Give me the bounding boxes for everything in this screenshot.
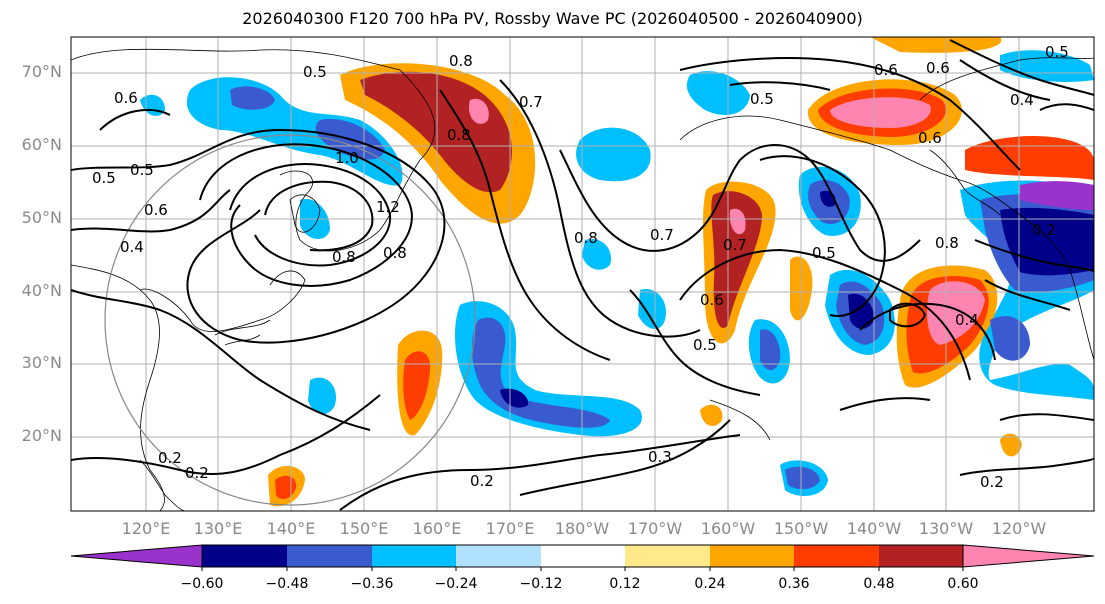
colorbar-tick: 0.48 — [863, 576, 895, 592]
colorbar-max-extend — [962, 544, 1095, 568]
colorbar-swatch — [879, 545, 963, 567]
contour-label: 0.6 — [918, 129, 942, 147]
contour-label: 0.2 — [980, 473, 1004, 491]
contour-label: 0.8 — [332, 248, 356, 266]
contour-label: 0.6 — [926, 59, 950, 77]
contour-label: 0.8 — [935, 234, 959, 252]
contour-label: 0.6 — [700, 291, 724, 309]
contour-label: 0.5 — [812, 244, 836, 262]
colorbar-swatch — [372, 545, 456, 567]
contour-label: 0.6 — [874, 61, 898, 79]
contour-label: 0.8 — [449, 52, 473, 70]
contour-label: 0.8 — [574, 229, 598, 247]
contour-label: 0.5 — [130, 161, 154, 179]
map-title: 2026040300 F120 700 hPa PV, Rossby Wave … — [242, 9, 863, 28]
lon-label: 180°W — [554, 519, 610, 538]
lon-label: 160°W — [700, 519, 756, 538]
contour-label: 0.6 — [144, 201, 168, 219]
contour-label: 0.2 — [158, 449, 182, 467]
negative-anomaly-field — [140, 50, 1094, 496]
contour-label: 0.8 — [447, 126, 471, 144]
contour-label: 0.5 — [750, 90, 774, 108]
lat-lon-grid — [71, 37, 1094, 511]
lat-label: 60°N — [21, 135, 62, 154]
contour-label: 0.7 — [519, 93, 543, 111]
colorbar-swatch — [625, 545, 710, 567]
contour-label: 0.6 — [114, 89, 138, 107]
contour-label: 0.5 — [92, 169, 116, 187]
contour-labels: 0.8 0.6 0.5 0.5 0.5 0.6 1.0 1.2 0.8 0.4 … — [92, 43, 1069, 491]
contour-label: 0.2 — [1032, 221, 1056, 239]
colorbar-tick: −0.12 — [519, 576, 563, 592]
lat-label: 20°N — [21, 426, 62, 445]
lon-label: 120°E — [121, 519, 171, 538]
colorbar-tick: −0.36 — [350, 576, 394, 592]
contour-label: 0.4 — [1010, 91, 1034, 109]
lon-label: 150°E — [339, 519, 389, 538]
lat-label: 50°N — [21, 208, 62, 227]
pv-contours — [71, 39, 1094, 511]
lon-label: 130°W — [918, 519, 974, 538]
colorbar-swatch — [287, 545, 372, 567]
contour-label: 0.5 — [303, 63, 327, 81]
lon-label: 130°E — [193, 519, 243, 538]
coastlines — [71, 48, 1094, 511]
colorbar-tick: 0.12 — [609, 576, 641, 592]
lon-label: 120°W — [991, 519, 1047, 538]
contour-label: 0.2 — [185, 464, 209, 482]
colorbar-swatch — [710, 545, 794, 567]
map-frame — [70, 36, 1095, 512]
projection-circle — [104, 134, 476, 506]
colorbar-tick: −0.24 — [434, 576, 478, 592]
colorbar-tick: 0.24 — [694, 576, 726, 592]
colorbar-swatch — [794, 545, 879, 567]
lon-label: 140°W — [846, 519, 902, 538]
colorbar-min-extend — [70, 544, 203, 568]
lon-label: 170°W — [627, 519, 683, 538]
contour-label: 1.0 — [335, 149, 359, 167]
contour-label: 0.3 — [648, 448, 672, 466]
lon-label: 140°E — [266, 519, 316, 538]
contour-label: 0.5 — [693, 336, 717, 354]
contour-label: 0.7 — [650, 226, 674, 244]
colorbar-swatch — [541, 545, 625, 567]
colorbar-swatch — [456, 545, 541, 567]
lat-label: 30°N — [21, 353, 62, 372]
colorbar — [70, 544, 1095, 571]
contour-label: 0.4 — [120, 238, 144, 256]
lon-label: 150°W — [773, 519, 829, 538]
lon-label: 160°E — [412, 519, 462, 538]
contour-label: 0.7 — [723, 236, 747, 254]
colorbar-tick: −0.48 — [265, 576, 309, 592]
colorbar-tick: 0.60 — [947, 576, 979, 592]
colorbar-tick: 0.36 — [778, 576, 810, 592]
lat-label: 40°N — [21, 281, 62, 300]
contour-label: 0.2 — [470, 472, 494, 490]
contour-label: 0.8 — [383, 244, 407, 262]
contour-label: 0.5 — [1045, 43, 1069, 61]
lon-label: 170°E — [485, 519, 535, 538]
colorbar-swatch — [202, 545, 287, 567]
contour-label: 1.2 — [376, 198, 400, 216]
contour-label: 0.4 — [955, 311, 979, 329]
lat-label: 70°N — [21, 62, 62, 81]
colorbar-tick: −0.60 — [180, 576, 224, 592]
